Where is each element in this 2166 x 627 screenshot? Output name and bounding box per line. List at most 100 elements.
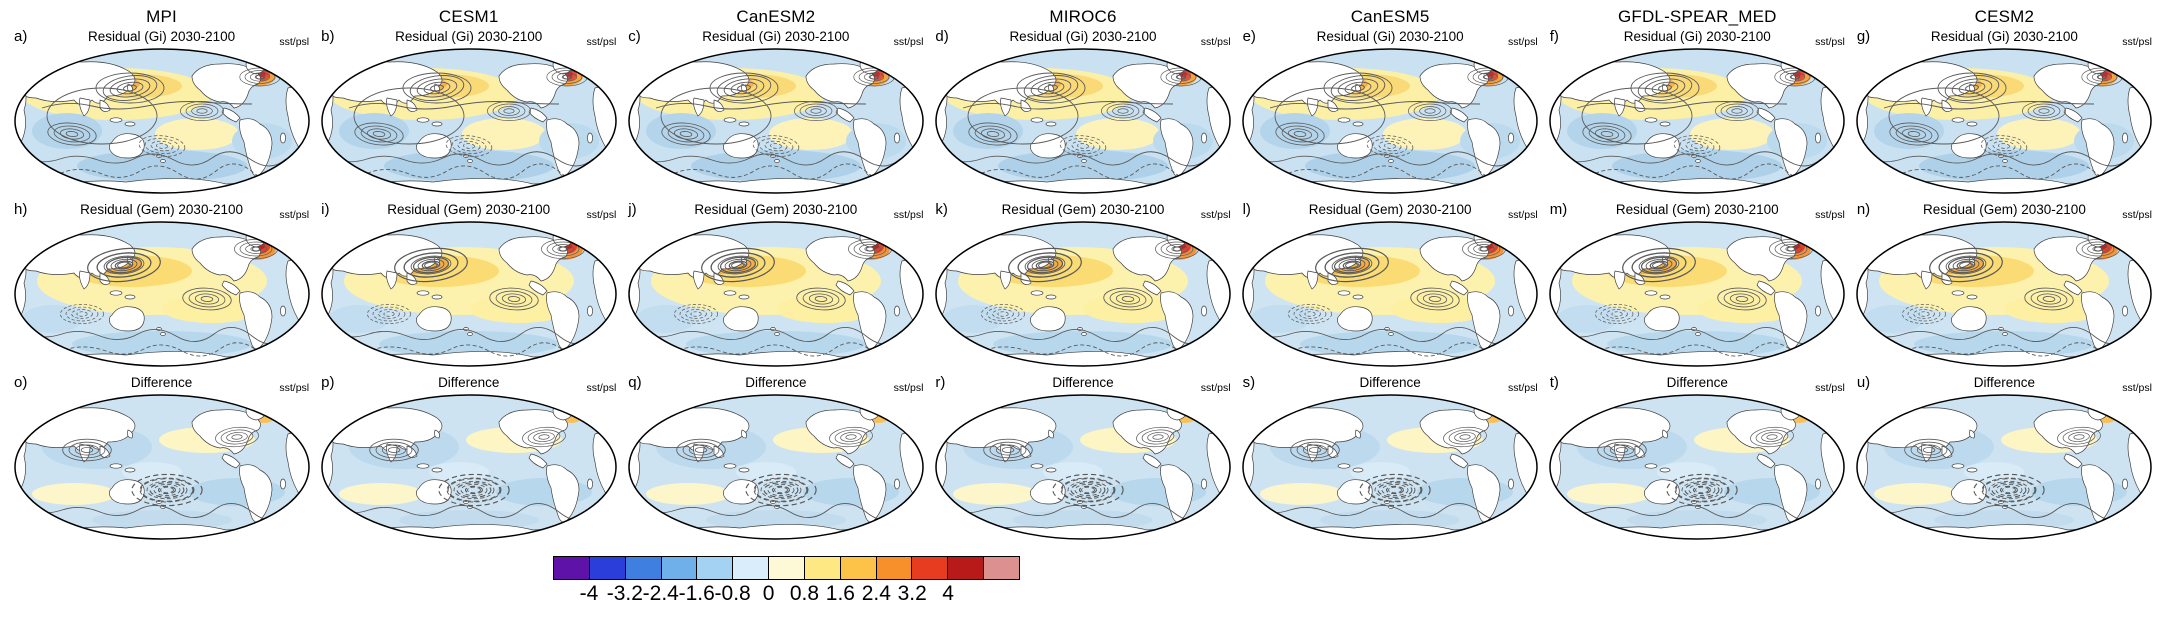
panel-letter: q)	[628, 374, 642, 391]
panel-title: Residual (Gem) 2030-2100	[1615, 202, 1779, 217]
colorbar-cell	[554, 557, 589, 579]
panel-letter: j)	[628, 201, 637, 218]
corner-label: sst/psl	[893, 209, 924, 221]
world-map	[1854, 219, 2154, 369]
map-panel: j) Residual (Gem) 2030-2100 sst/psl	[624, 201, 927, 369]
colorbar-cell	[983, 557, 1019, 579]
panel-letter: h)	[14, 201, 28, 218]
corner-label: sst/psl	[586, 209, 617, 221]
model-name: CanESM2	[736, 7, 816, 26]
colorbar-cell	[839, 557, 876, 579]
panel-letter: d)	[935, 28, 949, 45]
corner-label: sst/psl	[2122, 209, 2152, 221]
map-panel: o) Difference sst/psl	[10, 374, 313, 542]
world-map	[319, 46, 619, 196]
panel-title: Difference	[1052, 375, 1114, 390]
panel-letter: k)	[935, 201, 948, 218]
corner-label: sst/psl	[279, 209, 310, 221]
panel-title: Residual (Gem) 2030-2100	[80, 202, 243, 217]
colorbar-cell	[875, 557, 912, 579]
panel-letter: s)	[1242, 374, 1256, 391]
model-name: MIROC6	[1049, 7, 1117, 26]
panel-header: d) Residual (Gi) 2030-2100 sst/psl	[931, 28, 1234, 48]
panel-header: s) Difference sst/psl	[1239, 374, 1542, 394]
colorbar-tick-label: 1.6	[825, 582, 855, 605]
panel-letter: t)	[1549, 374, 1559, 391]
corner-label: sst/psl	[2122, 382, 2152, 394]
world-map	[933, 392, 1233, 542]
panel-title: Residual (Gi) 2030-2100	[702, 29, 850, 44]
corner-label: sst/psl	[1507, 36, 1538, 48]
map-panel: CanESM5 e) Residual (Gi) 2030-2100 sst/p…	[1239, 6, 1542, 196]
panel-header: k) Residual (Gem) 2030-2100 sst/psl	[931, 201, 1234, 221]
panel-title: Residual (Gi) 2030-2100	[88, 29, 236, 44]
panel-header: i) Residual (Gem) 2030-2100 sst/psl	[317, 201, 620, 221]
panel-header: p) Difference sst/psl	[317, 374, 620, 394]
world-map	[319, 219, 619, 369]
panel-title: Difference	[1359, 375, 1421, 390]
panel-header: n) Residual (Gem) 2030-2100 sst/psl	[1853, 201, 2156, 221]
map-panel: i) Residual (Gem) 2030-2100 sst/psl	[317, 201, 620, 369]
panel-letter: u)	[1856, 374, 1871, 391]
panel-title: Difference	[1973, 375, 2036, 390]
panel-letter: r)	[935, 374, 946, 391]
panel-header: r) Difference sst/psl	[931, 374, 1234, 394]
panel-letter: p)	[321, 374, 335, 391]
world-map	[626, 46, 926, 196]
colorbar-tick-label: -3.2	[606, 582, 643, 605]
colorbar-tick-label: 3.2	[897, 582, 927, 605]
map-panel: n) Residual (Gem) 2030-2100 sst/psl	[1853, 201, 2156, 369]
colorbar-cell	[660, 557, 697, 579]
map-panel: l) Residual (Gem) 2030-2100 sst/psl	[1239, 201, 1542, 369]
world-map	[1547, 392, 1847, 542]
panel-title: Residual (Gem) 2030-2100	[1001, 202, 1165, 217]
corner-label: sst/psl	[1200, 209, 1231, 221]
panel-title: Difference	[1666, 375, 1728, 390]
map-panel: k) Residual (Gem) 2030-2100 sst/psl	[931, 201, 1234, 369]
colorbar-cell	[624, 557, 661, 579]
panel-header: h) Residual (Gem) 2030-2100 sst/psl	[10, 201, 313, 221]
panel-header: c) Residual (Gi) 2030-2100 sst/psl	[624, 28, 927, 48]
colorbar-tick-label: -1.6	[678, 582, 715, 605]
panel-title: Residual (Gem) 2030-2100	[694, 202, 858, 217]
panel-header: b) Residual (Gi) 2030-2100 sst/psl	[317, 28, 620, 48]
corner-label: sst/psl	[893, 382, 924, 394]
map-panel: h) Residual (Gem) 2030-2100 sst/psl	[10, 201, 313, 369]
corner-label: sst/psl	[279, 382, 310, 394]
model-name: CanESM5	[1350, 7, 1430, 26]
panel-letter: g)	[1856, 28, 1871, 45]
map-panel: MPI a) Residual (Gi) 2030-2100 sst/psl	[10, 6, 313, 196]
model-name: CESM2	[1974, 7, 2035, 26]
map-panel: GFDL-SPEAR_MED f) Residual (Gi) 2030-210…	[1546, 6, 1849, 196]
panel-letter: i)	[321, 201, 330, 218]
colorbar-cell	[911, 557, 948, 579]
world-map	[319, 392, 619, 542]
panel-title: Residual (Gi) 2030-2100	[1009, 29, 1157, 44]
panel-header: u) Difference sst/psl	[1853, 374, 2156, 394]
corner-label: sst/psl	[279, 36, 310, 48]
panel-header: a) Residual (Gi) 2030-2100 sst/psl	[10, 28, 313, 48]
corner-label: sst/psl	[1815, 382, 1845, 394]
map-panel: MIROC6 d) Residual (Gi) 2030-2100 sst/ps…	[931, 6, 1234, 196]
corner-label: sst/psl	[893, 36, 924, 48]
panel-header: f) Residual (Gi) 2030-2100 sst/psl	[1546, 28, 1849, 48]
panel-letter: m)	[1549, 201, 1568, 218]
world-map	[1240, 392, 1540, 542]
colorbar-tick-label: 4	[942, 582, 954, 605]
colorbar-cell	[768, 557, 804, 579]
panel-letter: e)	[1242, 28, 1256, 45]
panel-letter: o)	[14, 374, 28, 391]
panel-header: t) Difference sst/psl	[1546, 374, 1849, 394]
panel-header: j) Residual (Gem) 2030-2100 sst/psl	[624, 201, 927, 221]
world-map	[626, 392, 926, 542]
panel-header: m) Residual (Gem) 2030-2100 sst/psl	[1546, 201, 1849, 221]
panel-header: e) Residual (Gi) 2030-2100 sst/psl	[1239, 28, 1542, 48]
panel-title: Residual (Gem) 2030-2100	[387, 202, 551, 217]
map-panel: m) Residual (Gem) 2030-2100 sst/psl	[1546, 201, 1849, 369]
colorbar-cells	[553, 556, 1020, 580]
panel-title: Residual (Gem) 2030-2100	[1308, 202, 1472, 217]
model-name: GFDL-SPEAR_MED	[1617, 7, 1777, 26]
map-panel: r) Difference sst/psl	[931, 374, 1234, 542]
map-panel: CESM2 g) Residual (Gi) 2030-2100 sst/psl	[1853, 6, 2156, 196]
colorbar-tick-label: 0	[762, 582, 775, 605]
